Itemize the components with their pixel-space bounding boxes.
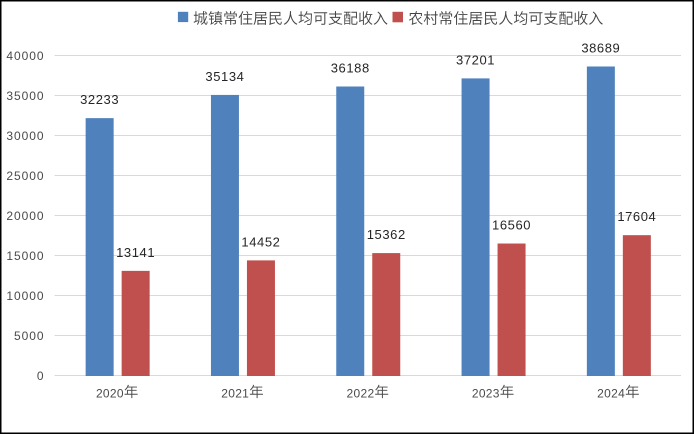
- svg-text:0: 0: [37, 369, 45, 383]
- svg-text:15362: 15362: [367, 227, 406, 242]
- svg-text:17604: 17604: [617, 209, 656, 224]
- svg-text:38689: 38689: [581, 40, 620, 55]
- svg-text:25000: 25000: [6, 169, 44, 183]
- svg-text:15000: 15000: [6, 249, 44, 263]
- svg-text:2020: 2020: [96, 387, 124, 401]
- svg-text:10000: 10000: [6, 289, 44, 303]
- svg-text:36188: 36188: [331, 61, 370, 76]
- svg-text:2022: 2022: [347, 387, 375, 401]
- svg-text:2024: 2024: [597, 387, 625, 401]
- svg-text:20000: 20000: [6, 209, 44, 223]
- svg-text:14452: 14452: [241, 234, 280, 249]
- svg-text:30000: 30000: [6, 129, 44, 143]
- svg-text:35000: 35000: [6, 89, 44, 103]
- svg-text:16560: 16560: [492, 218, 531, 233]
- svg-text:2023: 2023: [472, 387, 500, 401]
- svg-text:5000: 5000: [14, 329, 45, 343]
- svg-text:40000: 40000: [6, 49, 44, 63]
- svg-text:32233: 32233: [80, 92, 119, 107]
- svg-text:35134: 35134: [205, 69, 244, 84]
- svg-text:13141: 13141: [116, 245, 155, 260]
- svg-text:37201: 37201: [456, 52, 495, 67]
- svg-text:2021: 2021: [221, 387, 249, 401]
